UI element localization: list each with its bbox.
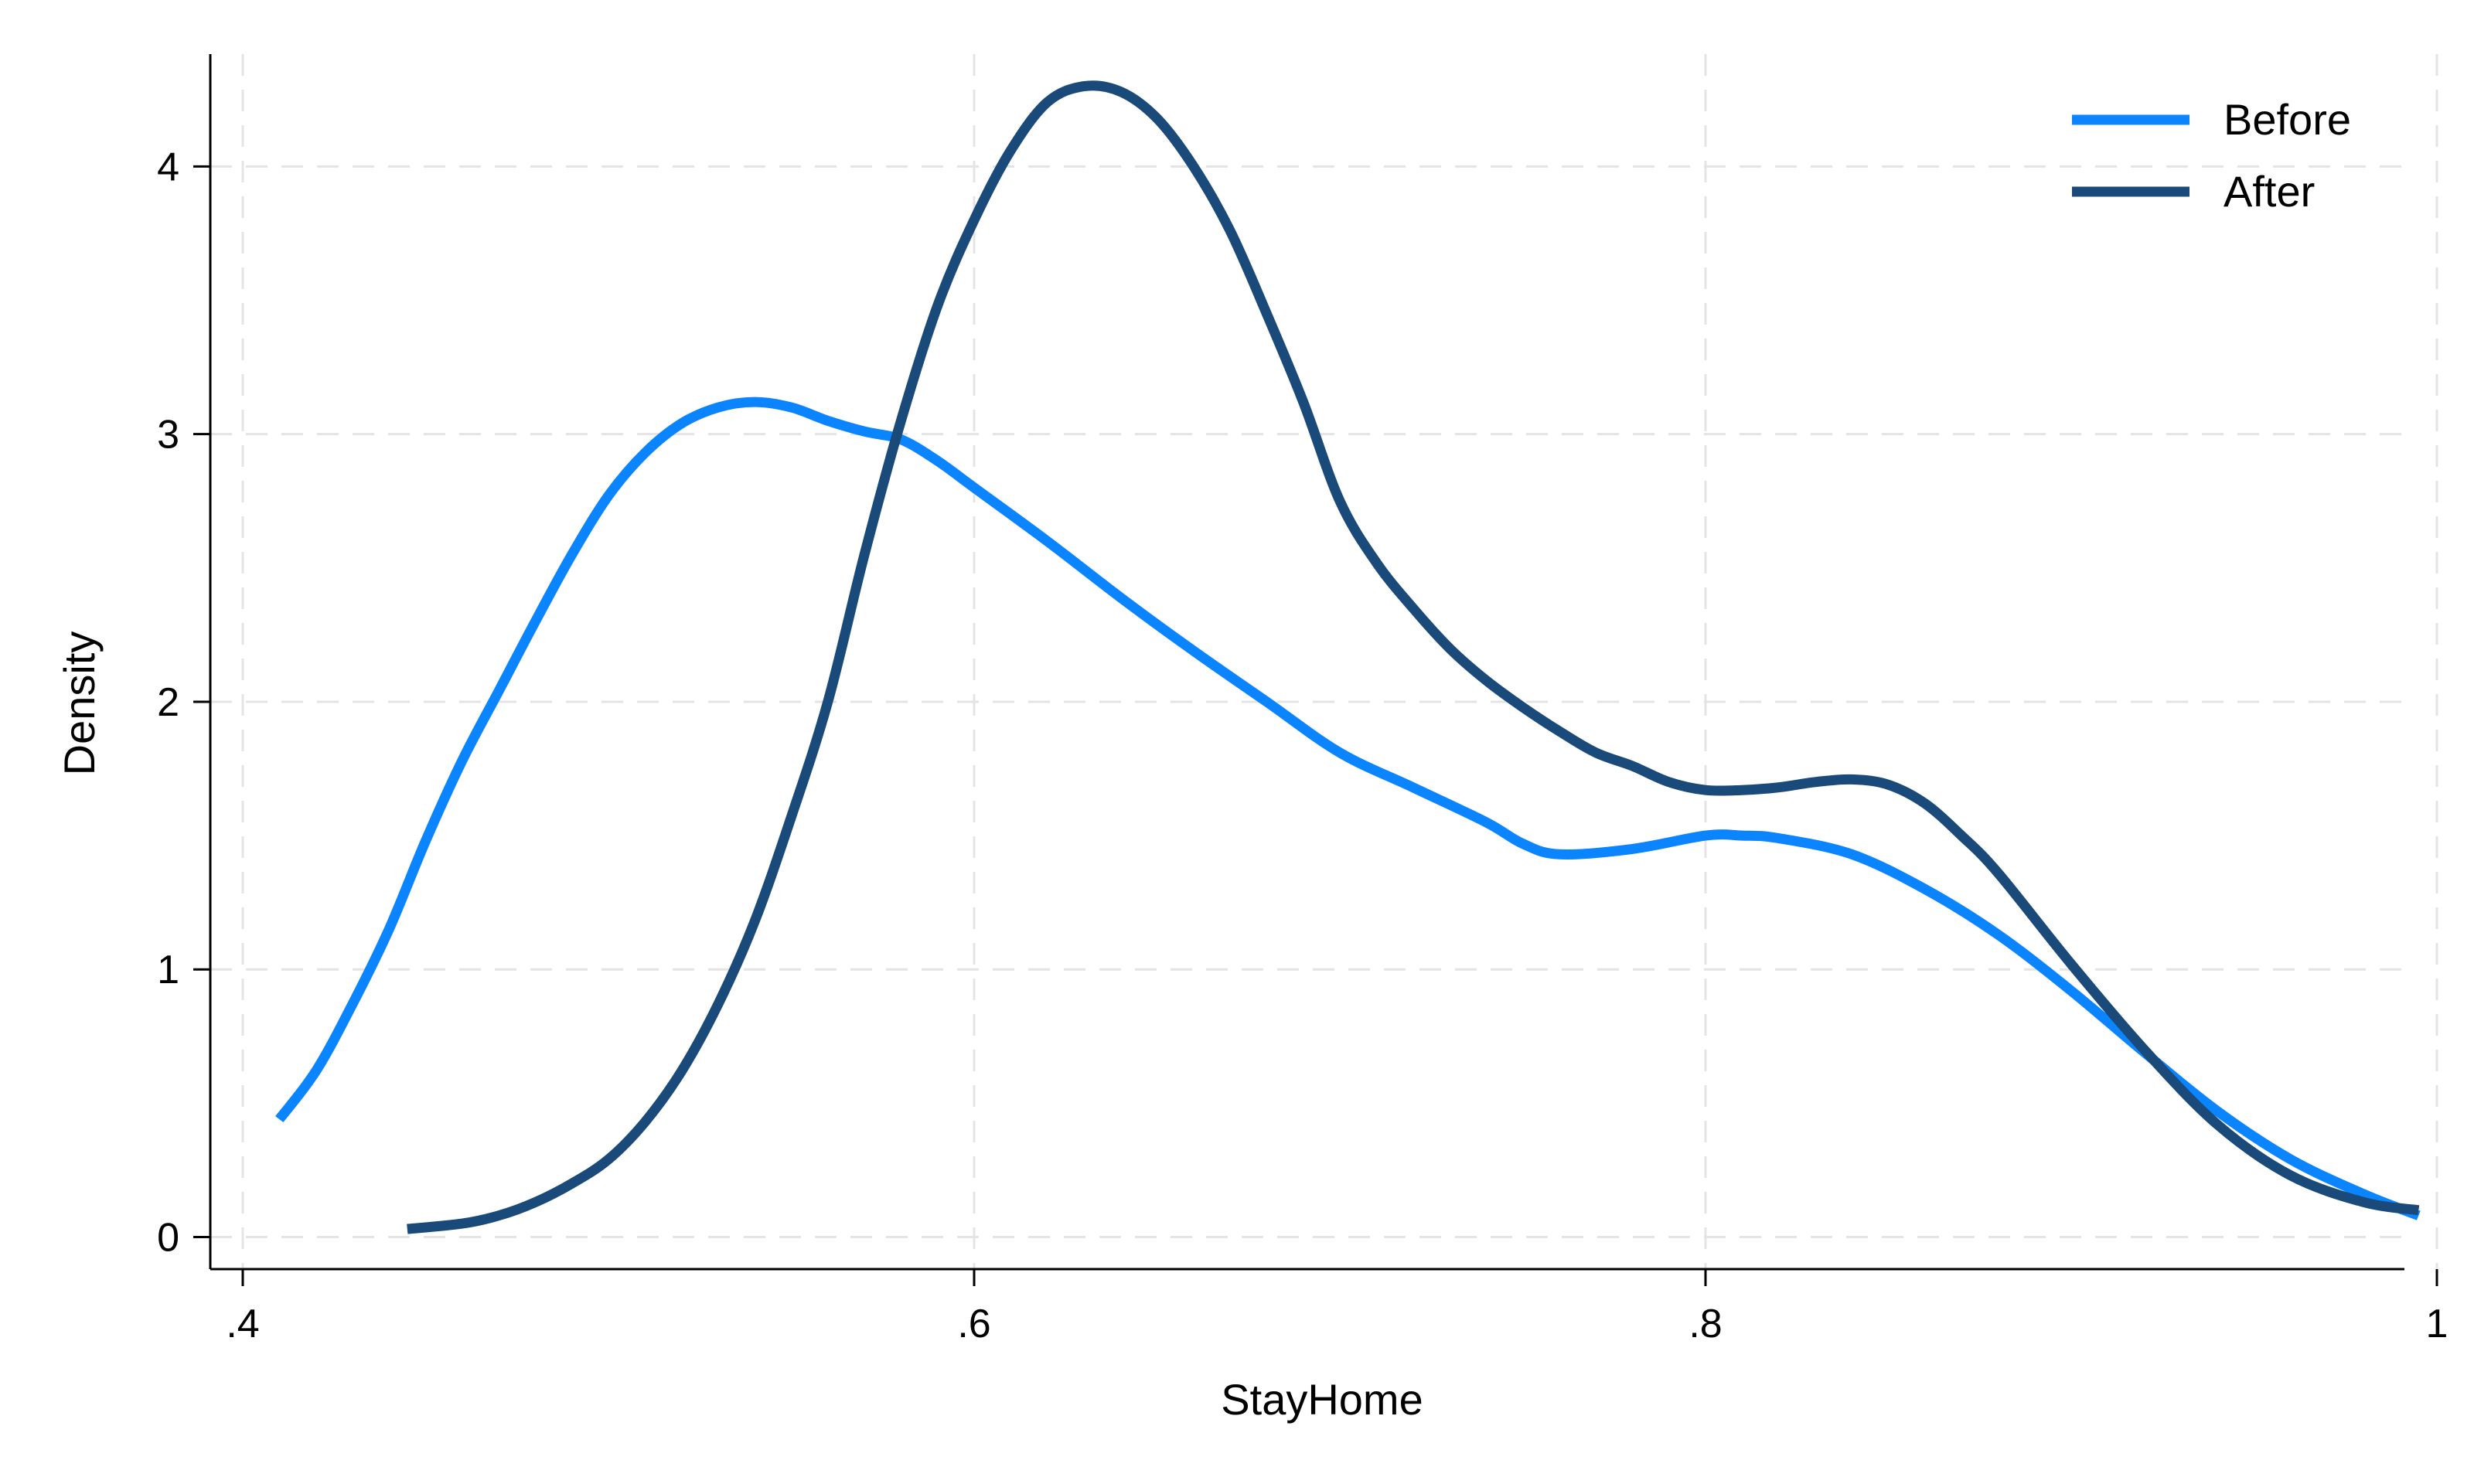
y-axis-title: Density bbox=[55, 631, 104, 776]
x-tick-label-3: 1 bbox=[2426, 1302, 2448, 1346]
legend-label-after: After bbox=[2224, 167, 2315, 216]
x-tick-label-0: .4 bbox=[226, 1302, 259, 1346]
y-tick-label-2: 2 bbox=[157, 680, 179, 725]
x-tick-label-2: .8 bbox=[1689, 1302, 1722, 1346]
series-line-after bbox=[407, 80, 2420, 1234]
series-line-before bbox=[275, 397, 2421, 1220]
x-tick-label-1: .6 bbox=[957, 1302, 990, 1346]
series bbox=[275, 80, 2421, 1234]
legend: Before After bbox=[2072, 95, 2351, 216]
y-tick-label-1: 1 bbox=[157, 948, 179, 992]
y-tick-label-4: 4 bbox=[157, 145, 179, 189]
x-axis-title: StayHome bbox=[1221, 1375, 1423, 1424]
legend-label-before: Before bbox=[2224, 95, 2351, 144]
y-tick-label-0: 0 bbox=[157, 1215, 179, 1260]
y-tick-label-3: 3 bbox=[157, 413, 179, 458]
axes: .4 .6 .8 1 0 1 2 3 4 bbox=[157, 54, 2448, 1346]
